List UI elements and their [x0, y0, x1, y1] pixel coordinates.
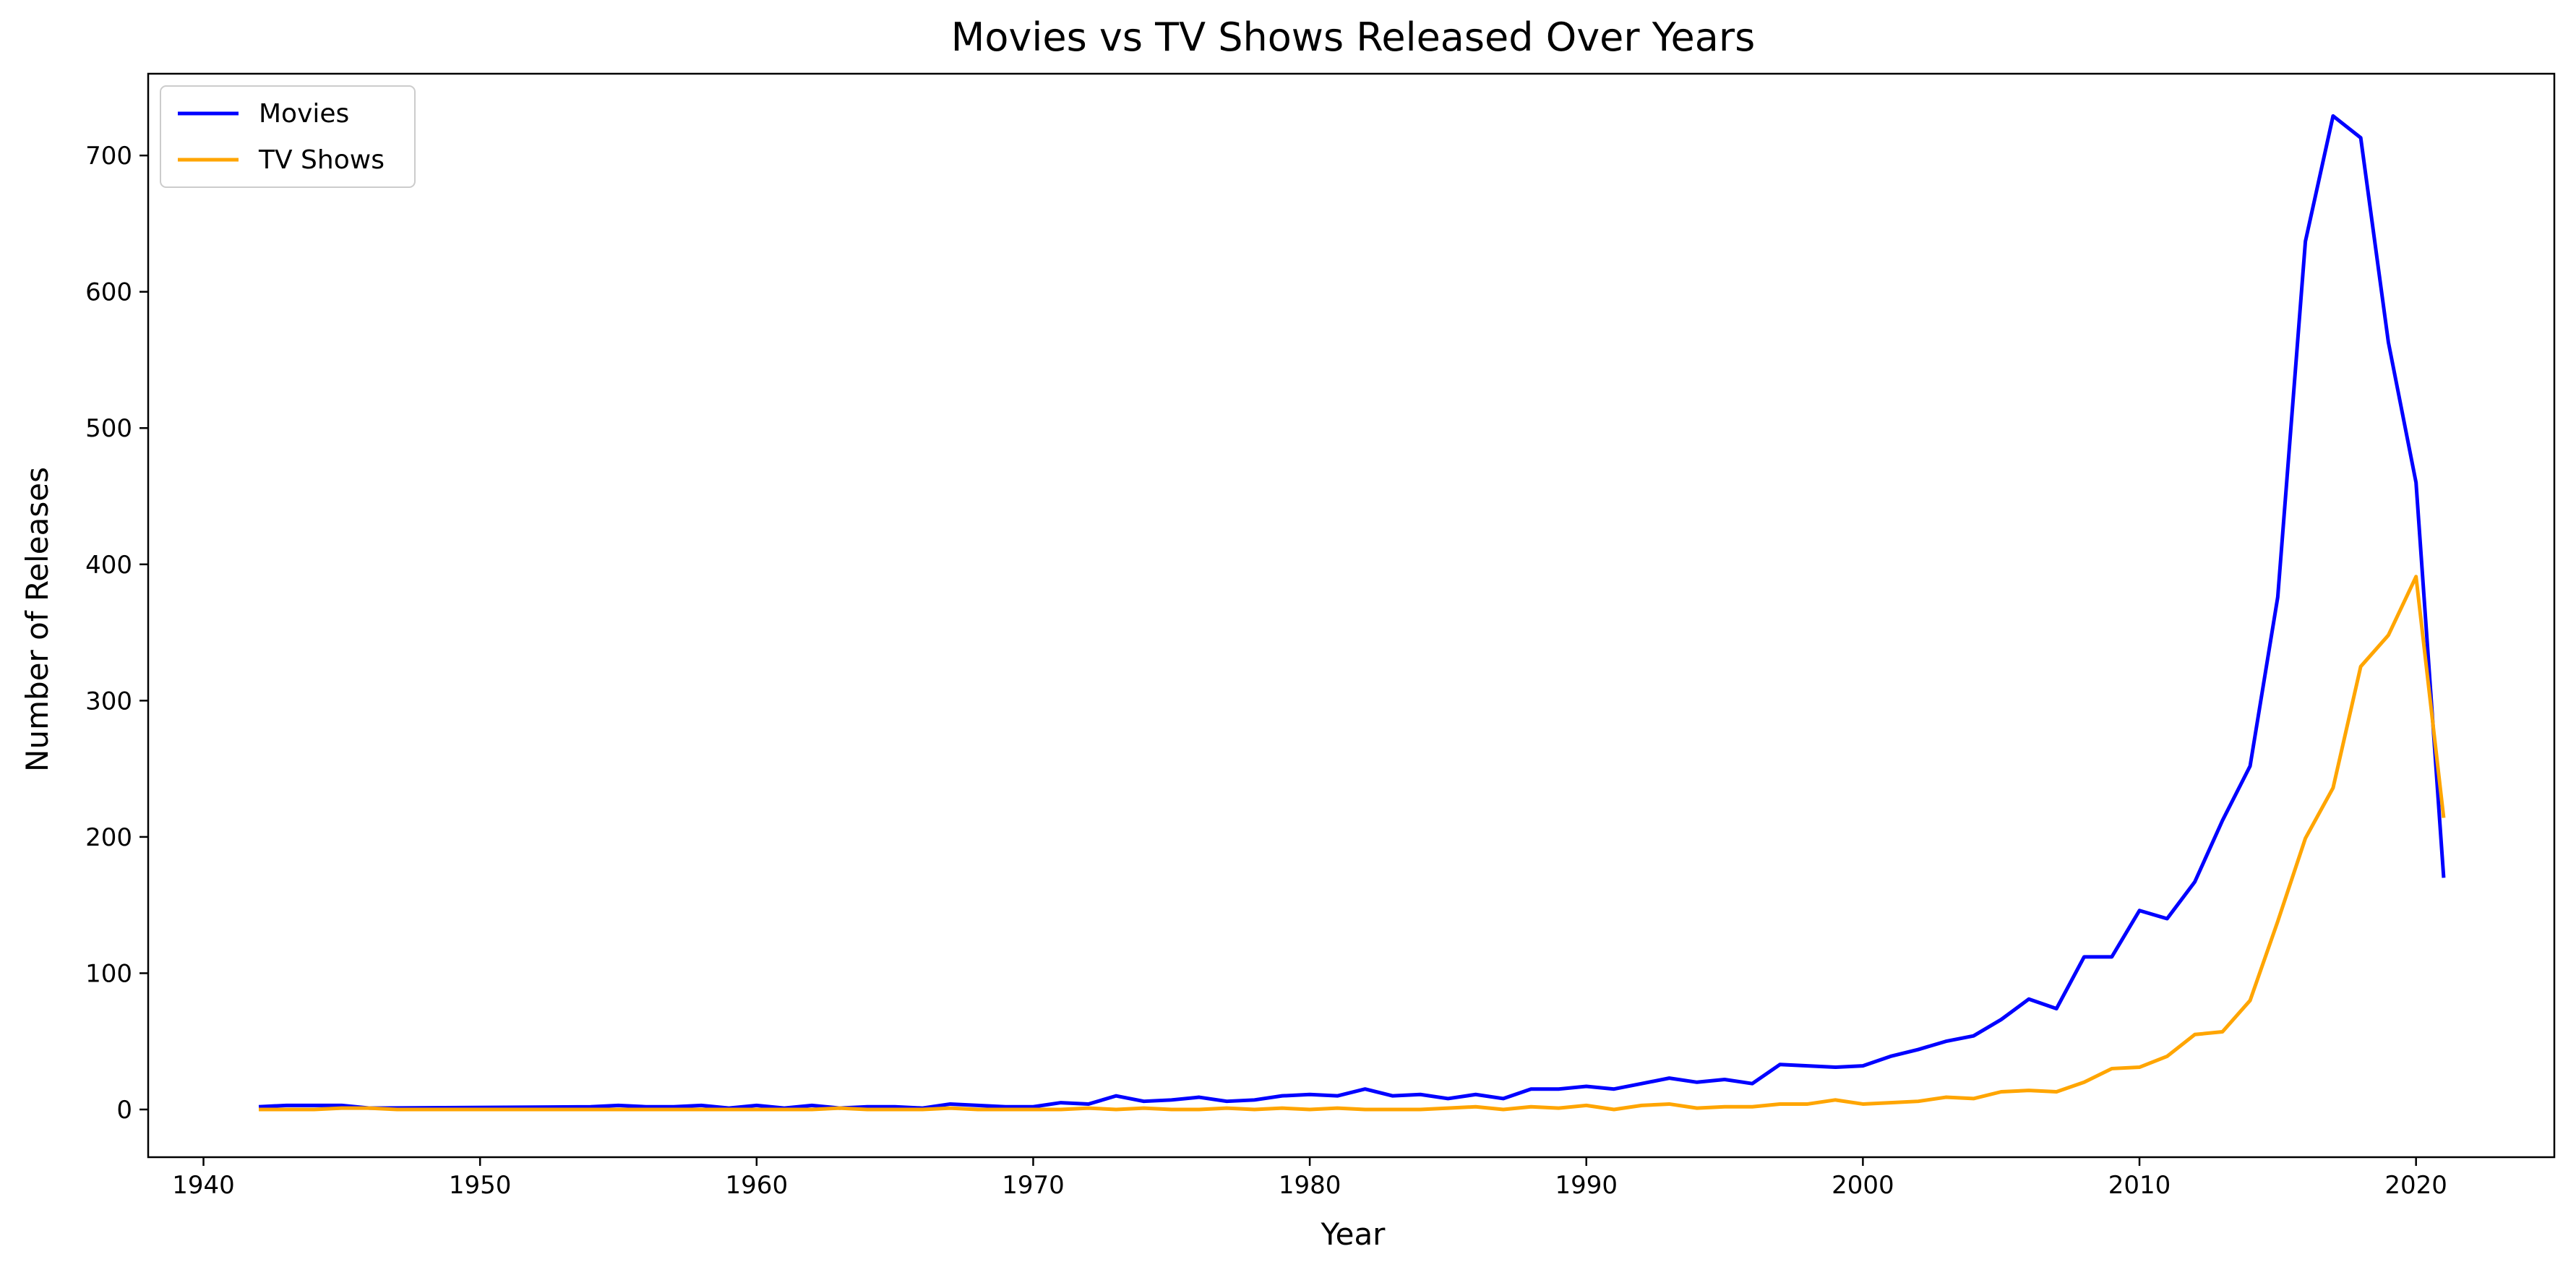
y-tick-label: 300 — [85, 687, 132, 716]
x-tick-label: 1980 — [1279, 1171, 1341, 1200]
x-tick-label: 1950 — [449, 1171, 512, 1200]
series-line-tv-shows — [259, 575, 2446, 1112]
x-axis-title: Year — [1321, 1216, 1386, 1252]
y-tick-label: 100 — [85, 959, 132, 988]
x-tick-label: 1970 — [1002, 1171, 1065, 1200]
y-tick-label: 200 — [85, 823, 132, 852]
legend-label-movies: Movies — [259, 99, 349, 129]
legend: Movies TV Shows — [160, 85, 416, 188]
y-tick-label: 600 — [85, 278, 132, 307]
axes-frame — [147, 72, 2556, 1159]
x-tick-label: 2000 — [1832, 1171, 1894, 1200]
x-tick-label: 2020 — [2384, 1171, 2447, 1200]
y-tick-label: 0 — [116, 1096, 132, 1125]
legend-box — [160, 85, 416, 188]
x-tick-label: 2010 — [2108, 1171, 2171, 1200]
x-tick-label: 1990 — [1555, 1171, 1618, 1200]
y-tick-label: 700 — [85, 142, 132, 171]
x-tick-label: 1940 — [172, 1171, 235, 1200]
y-tick-label: 500 — [85, 414, 132, 443]
chart-title: Movies vs TV Shows Released Over Years — [951, 14, 1755, 60]
series-layer — [258, 113, 2446, 1112]
axes-layer: 1940 1950 1960 1970 1980 1990 2000 2010 2020 0 100… — [85, 72, 2556, 1200]
y-axis-title: Number of Releases — [20, 467, 55, 772]
legend-label-tv-shows: TV Shows — [258, 145, 385, 175]
x-tick-label: 1960 — [726, 1171, 789, 1200]
y-tick-label: 400 — [85, 551, 132, 580]
